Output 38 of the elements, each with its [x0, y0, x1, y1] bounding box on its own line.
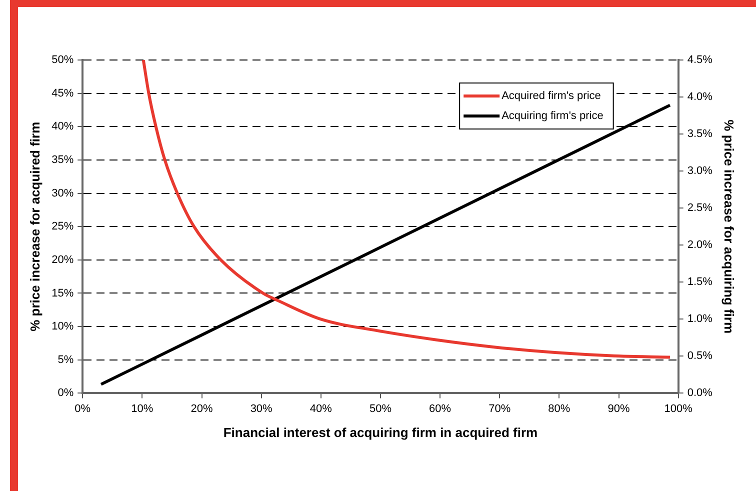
y2-tick-label: 3.5% — [687, 128, 713, 140]
y-tick-label: 15% — [52, 287, 74, 300]
x-tick-label: 100% — [664, 402, 693, 415]
y-tick-label: 45% — [52, 87, 74, 100]
y2-tick-label: 0.5% — [687, 350, 713, 362]
x-axis-title: Financial interest of acquiring firm in acquired firm — [223, 424, 538, 440]
y-tick-label: 40% — [52, 120, 74, 133]
y-tick-label: 5% — [58, 354, 74, 366]
x-tick-label: 40% — [310, 402, 332, 415]
y-tick-label: 20% — [52, 254, 74, 266]
y-tick-label: 50% — [52, 54, 74, 66]
x-tick-label: 50% — [369, 402, 392, 415]
y-tick-label: 10% — [52, 320, 74, 333]
x-tick-label: 90% — [608, 402, 630, 415]
y2-tick-label: 2.5% — [687, 202, 713, 214]
y-axis-title: % price increase for acquired firm — [27, 122, 42, 332]
y-tick-label: 30% — [52, 187, 74, 200]
y-tick-label: 25% — [52, 220, 74, 233]
x-tick-label: 20% — [190, 402, 213, 415]
y2-axis-title: % price increase for acquiring firm — [722, 120, 737, 334]
x-tick-label: 70% — [488, 402, 511, 415]
legend-label: Acquired firm's price — [502, 90, 601, 102]
y2-tick-label: 0.0% — [687, 387, 713, 400]
x-tick-label: 10% — [131, 402, 154, 415]
y-tick-label: 0% — [58, 387, 74, 400]
legend-label: Acquiring firm's price — [502, 110, 604, 122]
y2-tick-label: 3.0% — [687, 165, 713, 178]
y2-tick-label: 2.0% — [687, 239, 713, 252]
x-tick-label: 0% — [74, 402, 91, 415]
x-tick-label: 80% — [548, 402, 570, 415]
line-series — [142, 60, 672, 359]
y2-tick-label: 4.0% — [687, 91, 713, 104]
x-tick-label: 60% — [429, 402, 452, 415]
y2-tick-label: 1.5% — [687, 276, 713, 288]
y-tick-label: 35% — [52, 154, 74, 166]
x-tick-label: 30% — [250, 402, 273, 415]
y2-tick-label: 4.5% — [687, 54, 713, 66]
y2-tick-label: 1.0% — [687, 313, 713, 326]
